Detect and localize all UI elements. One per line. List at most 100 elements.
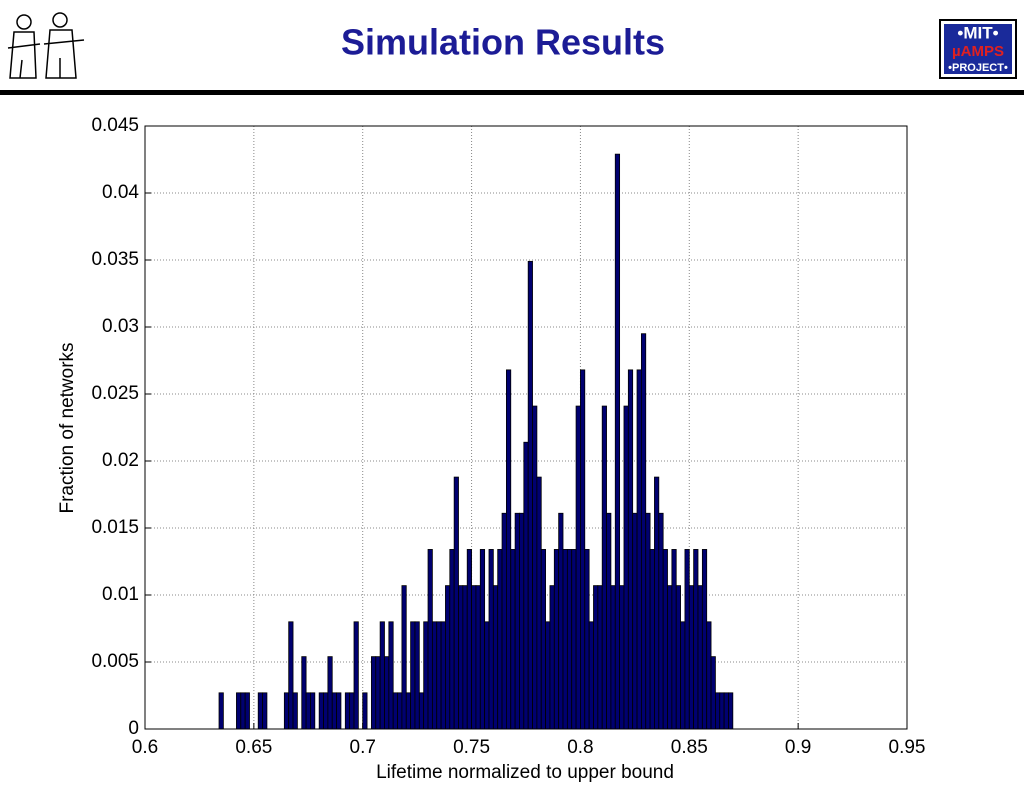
bar xyxy=(353,621,359,730)
bar xyxy=(492,585,499,730)
logo-line: •PROJECT• xyxy=(948,62,1008,74)
bar xyxy=(418,692,425,730)
bar xyxy=(384,656,390,730)
bar xyxy=(475,585,481,730)
bar xyxy=(593,585,599,730)
bar xyxy=(436,621,442,730)
seal-logo xyxy=(7,12,85,79)
y-tick-label: 0.005 xyxy=(91,651,139,672)
bar xyxy=(715,692,721,730)
bar xyxy=(562,549,568,730)
bar xyxy=(658,512,664,730)
bar xyxy=(723,692,729,730)
bar xyxy=(558,512,564,730)
slide-title: Simulation Results xyxy=(341,22,665,63)
x-tick-label: 0.85 xyxy=(671,737,708,758)
bar xyxy=(575,405,581,730)
bar xyxy=(257,692,263,730)
bar xyxy=(527,260,533,730)
bar xyxy=(610,585,616,730)
bar xyxy=(545,621,551,730)
bar xyxy=(423,621,429,730)
bar xyxy=(728,692,734,730)
bar xyxy=(571,549,577,730)
y-tick-label: 0.03 xyxy=(102,316,139,337)
bar xyxy=(453,476,459,730)
bar xyxy=(462,585,468,730)
x-tick-label: 0.9 xyxy=(785,737,811,758)
bar xyxy=(488,549,494,730)
bar xyxy=(532,405,538,730)
bar xyxy=(549,585,555,730)
bar xyxy=(649,549,655,730)
y-tick-label: 0.01 xyxy=(102,584,139,605)
bar xyxy=(244,692,250,730)
bar xyxy=(688,585,695,730)
bar xyxy=(632,512,638,730)
y-axis-label: Fraction of networks xyxy=(57,342,78,513)
bar xyxy=(479,549,486,730)
bar xyxy=(283,692,290,730)
bar xyxy=(671,549,677,730)
logo-line: •MIT• xyxy=(957,23,998,42)
bar xyxy=(414,621,420,730)
bar xyxy=(619,585,625,730)
x-tick-label: 0.7 xyxy=(350,737,376,758)
bar xyxy=(327,656,333,730)
bar xyxy=(397,692,403,730)
bar xyxy=(375,656,381,730)
project-logo: •MIT• µAMPS •PROJECT• xyxy=(939,19,1017,79)
bar xyxy=(440,621,446,730)
bar xyxy=(514,512,520,730)
y-tick-label: 0.025 xyxy=(91,383,139,404)
bar xyxy=(405,692,412,730)
bar xyxy=(236,692,242,730)
bar xyxy=(471,585,477,730)
x-tick-label: 0.6 xyxy=(132,737,158,758)
bar xyxy=(323,692,329,730)
bar xyxy=(588,621,594,730)
bar xyxy=(540,549,546,730)
bar xyxy=(292,692,298,730)
bar xyxy=(331,692,337,730)
bar xyxy=(318,692,324,730)
bar xyxy=(584,549,590,730)
bar xyxy=(627,369,634,730)
y-tick-label: 0.035 xyxy=(91,249,139,270)
bar xyxy=(401,585,407,730)
bar xyxy=(719,692,725,730)
bar xyxy=(218,692,224,730)
bar xyxy=(497,549,503,730)
bar xyxy=(640,333,647,730)
x-tick-label: 0.65 xyxy=(235,737,272,758)
bar xyxy=(601,405,607,730)
bar xyxy=(675,585,681,730)
bar xyxy=(458,585,464,730)
bar xyxy=(388,621,394,730)
bar xyxy=(645,512,651,730)
x-tick-label: 0.8 xyxy=(567,737,593,758)
bar xyxy=(662,549,668,730)
bar xyxy=(484,621,490,730)
bar xyxy=(240,692,246,730)
bar xyxy=(466,549,472,730)
bar xyxy=(553,549,560,730)
bar xyxy=(501,512,507,730)
y-tick-label: 0.04 xyxy=(102,182,139,203)
bar xyxy=(510,549,516,730)
x-axis-label: Lifetime normalized to upper bound xyxy=(376,762,674,783)
bar xyxy=(706,621,712,730)
y-tick-label: 0.015 xyxy=(91,517,139,538)
bar xyxy=(301,656,307,730)
bar xyxy=(523,441,529,730)
bar xyxy=(636,369,642,730)
header-rule xyxy=(0,90,1024,95)
bar xyxy=(371,656,377,730)
bar xyxy=(667,585,673,730)
bar xyxy=(684,549,690,730)
plot-frame xyxy=(144,125,908,730)
bar xyxy=(580,369,586,730)
y-tick-label: 0 xyxy=(128,718,139,739)
